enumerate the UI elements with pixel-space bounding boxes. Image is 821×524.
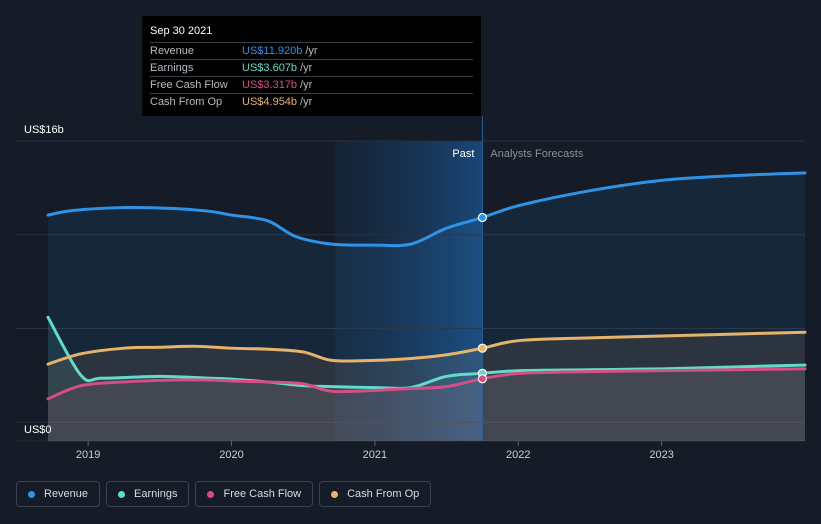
area-revenue <box>48 172 805 441</box>
legend-dot-icon <box>331 490 339 498</box>
tooltip-value: US$11.920b <box>242 45 303 57</box>
tooltip-row-free-cash-flow: Free Cash Flow US$3.317b /yr <box>150 76 473 93</box>
tooltip-value: US$4.954b <box>242 96 298 108</box>
x-tick-label: 2023 <box>649 449 673 461</box>
tooltip-label: Revenue <box>150 45 195 57</box>
tooltip-label: Free Cash Flow <box>150 79 228 91</box>
tooltip-value: US$3.607b <box>242 62 298 74</box>
series-lines <box>46 171 807 401</box>
tooltip-unit: /yr <box>300 79 313 91</box>
marker-revenue <box>477 212 488 223</box>
legend-dot-icon <box>207 490 215 498</box>
tooltip-value: US$3.317b <box>242 79 298 91</box>
line-free-cash-flow <box>46 367 807 401</box>
past-label: Past <box>452 148 474 160</box>
x-axis-ticks: 2019 2020 2021 2022 2023 <box>76 441 674 461</box>
x-tick-label: 2020 <box>219 449 243 461</box>
legend-label: Cash From Op <box>347 488 420 500</box>
tooltip-label: Cash From Op <box>150 96 223 108</box>
legend-item-cash-from-op[interactable]: Cash From Op <box>319 481 432 507</box>
tooltip: Sep 30 2021 Revenue US$11.920b /yr Earni… <box>142 16 481 116</box>
x-tick-label: 2021 <box>363 449 387 461</box>
legend-item-revenue[interactable]: Revenue <box>16 481 101 507</box>
legend: Revenue Earnings Free Cash Flow Cash Fro… <box>16 481 432 509</box>
marker-cash-from-op <box>477 343 488 353</box>
hover-markers <box>477 212 488 384</box>
series-areas <box>48 172 805 441</box>
marker-free-cash-flow <box>477 374 488 384</box>
analysts-forecasts-label: Analysts Forecasts <box>490 148 583 160</box>
tooltip-row-revenue: Revenue US$11.920b /yr <box>150 42 473 59</box>
legend-label: Revenue <box>44 488 89 500</box>
x-tick-label: 2022 <box>506 449 530 461</box>
tooltip-row-cash-from-op: Cash From Op US$4.954b /yr <box>150 93 473 110</box>
area-earnings <box>48 317 805 441</box>
tooltip-row-earnings: Earnings US$3.607b /yr <box>150 59 473 76</box>
legend-label: Earnings <box>134 488 178 500</box>
line-cash-from-op <box>46 330 807 366</box>
x-tick-label: 2019 <box>76 449 100 461</box>
tooltip-unit: /yr <box>300 96 313 108</box>
tooltip-unit: /yr <box>300 62 313 74</box>
tooltip-unit: /yr <box>305 45 318 57</box>
legend-item-earnings[interactable]: Earnings <box>106 481 190 507</box>
line-earnings <box>46 315 807 390</box>
y-axis-max-label: US$16b <box>24 124 64 136</box>
legend-dot-icon <box>28 490 35 498</box>
legend-dot-icon <box>118 490 126 498</box>
tooltip-date: Sep 30 2021 <box>150 25 213 37</box>
tooltip-label: Earnings <box>150 62 194 74</box>
area-free-cash-flow <box>48 368 805 441</box>
legend-label: Free Cash Flow <box>223 488 302 500</box>
line-revenue <box>46 171 807 248</box>
gridlines <box>16 140 805 442</box>
legend-item-free-cash-flow[interactable]: Free Cash Flow <box>195 481 314 507</box>
y-axis-min-label: US$0 <box>24 424 52 436</box>
